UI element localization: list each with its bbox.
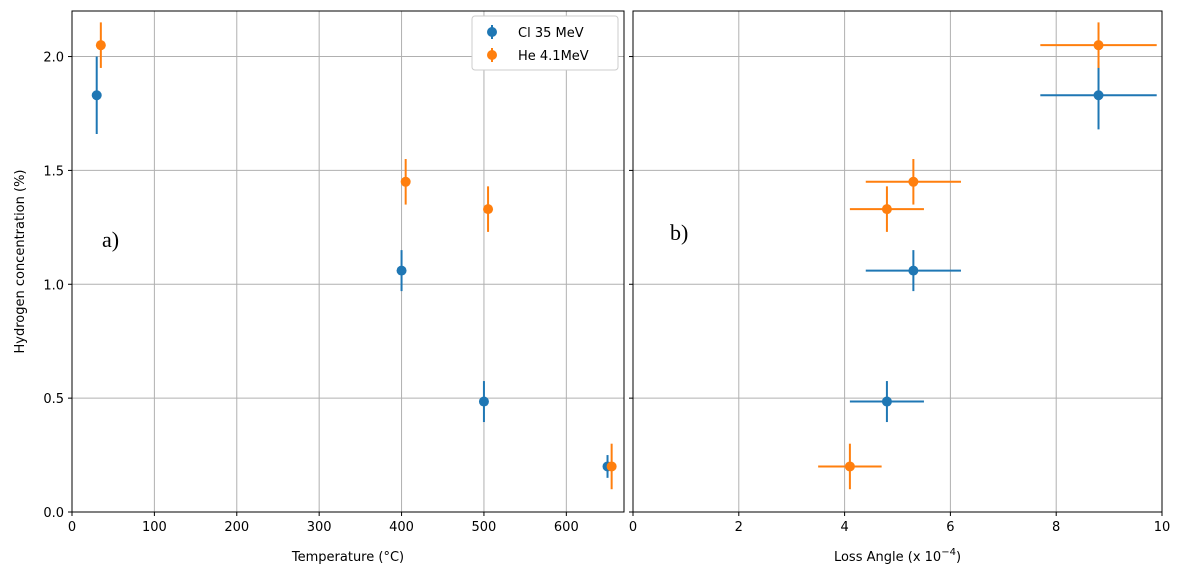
data-point: [396, 265, 407, 276]
series-cl-35-mev: [849, 61, 1157, 423]
series-cl-35-mev: [91, 56, 613, 478]
x-tick-label: 0: [68, 520, 76, 535]
data-point: [1093, 90, 1104, 101]
data-point: [400, 176, 411, 187]
data-point: [1093, 40, 1104, 51]
y-tick-label: 0.5: [43, 392, 64, 407]
x-tick-label: 400: [389, 520, 414, 535]
x-tick-label: 0: [629, 520, 637, 535]
x-tick-label: 500: [472, 520, 497, 535]
legend-entry: He 4.1MeV: [518, 49, 589, 64]
series-he-4-1mev: [95, 22, 617, 490]
legend-entry: Cl 35 MeV: [518, 26, 584, 41]
x-tick-label: 300: [307, 520, 332, 535]
legend-marker: [487, 27, 497, 37]
data-point: [95, 40, 106, 51]
data-point: [483, 204, 494, 215]
series-he-4-1mev: [818, 22, 1157, 490]
panel-a: 0 100 200 300 400 500 600 0.0 0.5 1.0 1.5 2.0 Temper…: [13, 10, 625, 565]
data-point: [881, 204, 892, 215]
panel-label: b): [670, 220, 688, 245]
x-axis-label-end: ): [956, 550, 961, 565]
y-tick-label: 0.0: [43, 506, 64, 521]
x-axis-label-exponent: −4: [941, 547, 956, 558]
data-point: [908, 265, 919, 276]
data-point: [844, 461, 855, 472]
x-axis-label-main: Loss Angle (x 10: [834, 550, 941, 565]
y-tick-label: 1.5: [43, 164, 64, 179]
x-axis-label: Temperature (°C): [291, 550, 404, 565]
data-point: [908, 176, 919, 187]
data-point: [478, 396, 489, 407]
plot-frame: [632, 10, 1163, 513]
legend-box: [471, 15, 619, 71]
x-tick-label: 600: [554, 520, 579, 535]
x-tick-label: 4: [840, 520, 848, 535]
y-tick-label: 1.0: [43, 278, 64, 293]
legend-marker: [487, 50, 497, 60]
x-tick-label: 6: [946, 520, 954, 535]
grid: [71, 11, 624, 513]
x-axis-label: Loss Angle (x 10−4): [834, 547, 961, 565]
x-tick-label: 10: [1154, 520, 1171, 535]
legend: Cl 35 MeV He 4.1MeV: [471, 15, 619, 71]
panel-b: 0 2 4 6 8 10 Loss Angle (x 10−4) b): [629, 10, 1171, 565]
y-tick-label: 2.0: [43, 51, 64, 66]
panel-label: a): [102, 227, 119, 252]
data-point: [881, 396, 892, 407]
x-tick-label: 8: [1052, 520, 1060, 535]
x-tick-label: 100: [142, 520, 167, 535]
grid: [632, 11, 1163, 513]
x-tick-label: 2: [735, 520, 743, 535]
x-tick-label: 200: [224, 520, 249, 535]
plot-frame: [71, 10, 625, 513]
data-point: [606, 461, 617, 472]
y-axis-label: Hydrogen concentration (%): [13, 169, 28, 353]
data-point: [91, 90, 102, 101]
